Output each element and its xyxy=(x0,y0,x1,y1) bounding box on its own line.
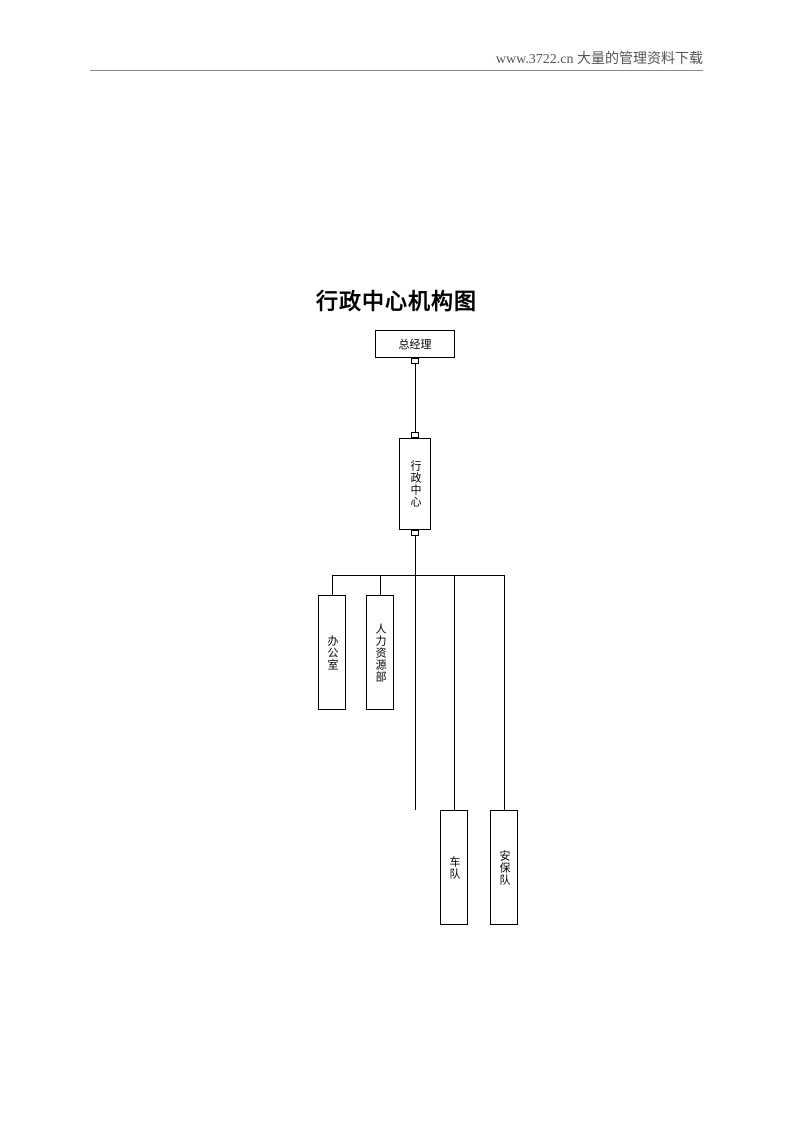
edge xyxy=(454,575,455,810)
chart-title: 行政中心机构图 xyxy=(0,284,793,316)
edge xyxy=(332,575,505,576)
edge xyxy=(415,536,416,575)
edge xyxy=(380,575,381,595)
node-n1-label: 办公室 xyxy=(324,635,340,671)
edge xyxy=(504,575,505,810)
edge xyxy=(415,575,416,810)
node-center: 行政中心 xyxy=(399,438,431,530)
page-header-rule xyxy=(90,70,703,71)
edge xyxy=(415,364,416,432)
node-n4-label: 安保队 xyxy=(496,850,512,886)
node-n1: 办公室 xyxy=(318,595,346,710)
node-root-label: 总经理 xyxy=(399,336,432,352)
page-header-text: www.3722.cn 大量的管理资料下载 xyxy=(496,48,703,68)
node-center-label: 行政中心 xyxy=(407,460,423,508)
node-n3-label: 车队 xyxy=(446,856,462,880)
node-n4: 安保队 xyxy=(490,810,518,925)
node-n3: 车队 xyxy=(440,810,468,925)
node-n2-label: 人力资源部 xyxy=(372,623,388,683)
edge xyxy=(332,575,333,595)
org-chart-diagram: 总经理 行政中心 办公室 人力资源部 车队 安保队 xyxy=(0,320,793,1020)
node-n2: 人力资源部 xyxy=(366,595,394,710)
node-root: 总经理 xyxy=(375,330,455,358)
